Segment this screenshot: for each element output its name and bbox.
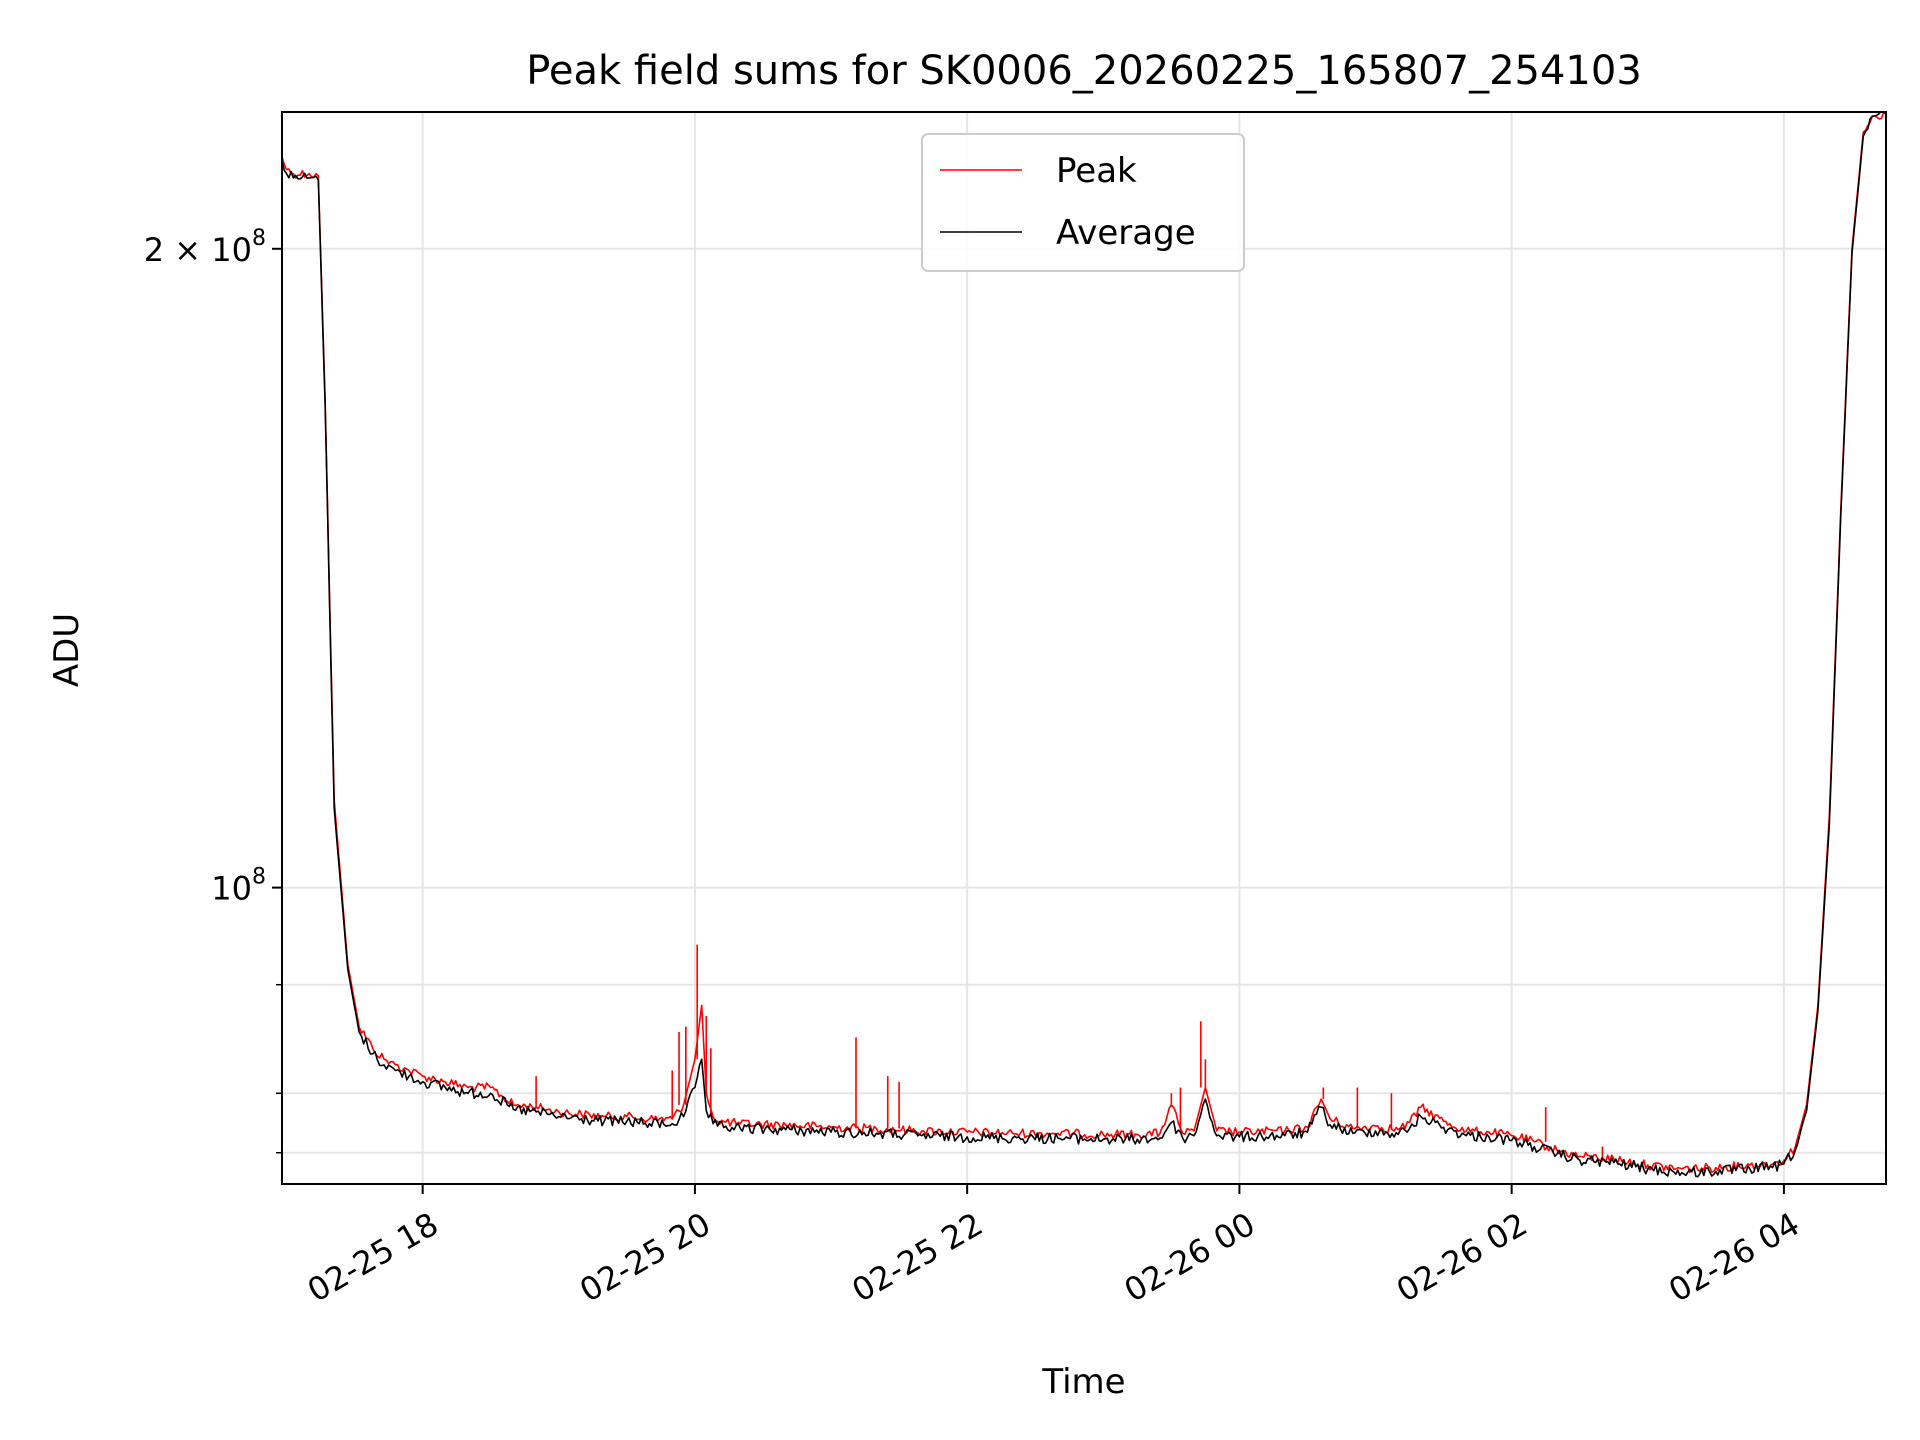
- y-tick-label-mantissa: 10: [211, 870, 252, 908]
- legend-label-peak: Peak: [1056, 151, 1137, 191]
- x-axis-label: Time: [1041, 1362, 1125, 1402]
- y-axis-label: ADU: [47, 613, 87, 687]
- chart-title: Peak field sums for SK0006_20260225_1658…: [526, 48, 1642, 94]
- series-average-line: [282, 112, 1886, 1178]
- y-tick-label: 108: [211, 865, 266, 908]
- y-tick-label: 2 × 108: [144, 226, 266, 269]
- plot-frame: [281, 111, 1887, 1185]
- y-tick-label-exponent: 8: [252, 226, 266, 251]
- y-tick-label-mantissa: 2 × 10: [144, 231, 252, 269]
- legend-label-average: Average: [1056, 213, 1196, 253]
- y-tick-label-exponent: 8: [252, 865, 266, 890]
- legend-box: [921, 133, 1245, 272]
- legend: Peak Average: [921, 133, 1245, 272]
- series-layer: [282, 112, 1886, 1178]
